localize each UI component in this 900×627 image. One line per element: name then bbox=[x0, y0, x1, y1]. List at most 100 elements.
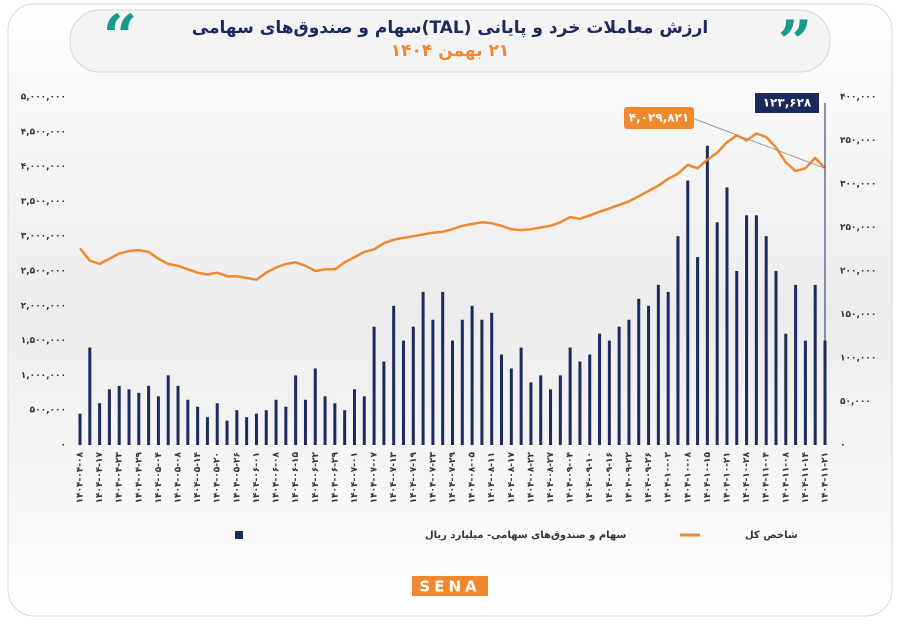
y-tick-label: ۵۰۰,۰۰۰ bbox=[30, 406, 66, 416]
y2-tick-label: ۲۵۰,۰۰۰ bbox=[840, 223, 876, 233]
x-tick-label: ۱۴۰۴-۰۶-۱۵ bbox=[291, 451, 301, 503]
bar bbox=[451, 340, 454, 445]
x-tick-label: ۱۴۰۴-۰۴-۰۸ bbox=[76, 451, 86, 503]
bar bbox=[627, 319, 631, 445]
y-tick-label: ۳,۵۰۰,۰۰۰ bbox=[21, 197, 66, 207]
bar bbox=[225, 420, 229, 445]
bar bbox=[696, 257, 700, 445]
bar bbox=[441, 291, 445, 445]
bar bbox=[549, 389, 553, 445]
bar bbox=[705, 145, 709, 445]
x-tick-label: ۱۴۰۴-۰۹-۰۴ bbox=[566, 451, 576, 503]
bar bbox=[107, 389, 111, 445]
bar bbox=[323, 396, 327, 445]
bar bbox=[147, 385, 151, 445]
y2-tick-label: ۳۵۰,۰۰۰ bbox=[840, 136, 876, 146]
bar bbox=[137, 392, 141, 445]
y-tick-label: ۱,۰۰۰,۰۰۰ bbox=[21, 371, 66, 381]
bar bbox=[245, 417, 249, 445]
bar bbox=[205, 417, 209, 445]
bar bbox=[117, 385, 121, 445]
bar bbox=[392, 305, 396, 445]
bar bbox=[362, 396, 366, 445]
y-tick-label: ۵,۰۰۰,۰۰۰ bbox=[21, 93, 66, 103]
legend-swatch bbox=[235, 531, 243, 539]
bar bbox=[88, 347, 92, 445]
x-tick-label: ۱۴۰۴-۰۷-۱۳ bbox=[389, 451, 399, 503]
x-tick-label: ۱۴۰۴-۰۸-۱۷ bbox=[507, 451, 517, 503]
card bbox=[7, 3, 893, 617]
y-tick-label: ۴,۰۰۰,۰۰۰ bbox=[21, 162, 66, 172]
x-tick-label: ۱۴۰۴-۱۱-۰۸ bbox=[781, 451, 791, 503]
bar bbox=[813, 284, 817, 445]
bar bbox=[637, 298, 641, 445]
bar bbox=[333, 403, 337, 445]
x-tick-label: ۱۴۰۴-۰۵-۲۶ bbox=[232, 452, 242, 503]
y-tick-label: ۲,۵۰۰,۰۰۰ bbox=[21, 267, 66, 277]
bar bbox=[676, 236, 680, 445]
bar bbox=[588, 354, 592, 445]
bar bbox=[529, 382, 533, 445]
x-tick-label: ۱۴۰۴-۰۴-۱۷ bbox=[95, 451, 105, 503]
bar bbox=[539, 375, 543, 445]
y-tick-label: ۰ bbox=[61, 441, 67, 451]
bar bbox=[352, 389, 356, 445]
x-tick-label: ۱۴۰۴-۰۸-۲۲ bbox=[526, 451, 536, 503]
bar bbox=[568, 347, 572, 445]
bar bbox=[196, 406, 200, 445]
legend-label: سهام و صندوق‌های سهامی- میلیارد ریال bbox=[425, 530, 627, 541]
bar bbox=[215, 403, 219, 445]
bar bbox=[284, 406, 288, 445]
bar bbox=[774, 271, 778, 445]
header-pill bbox=[69, 9, 831, 73]
bar bbox=[313, 368, 317, 445]
x-tick-label: ۱۴۰۴-۱۰-۰۸ bbox=[683, 451, 693, 503]
bar bbox=[617, 326, 621, 445]
bar bbox=[127, 389, 131, 445]
chart-title: ارزش معاملات خرد و پایانی (TAL)سهام و صن… bbox=[192, 18, 708, 38]
bar bbox=[156, 396, 160, 445]
x-tick-label: ۱۴۰۴-۰۹-۱۶ bbox=[605, 452, 615, 503]
y2-tick-label: ۰ bbox=[840, 441, 846, 451]
bar bbox=[803, 340, 807, 445]
bar bbox=[264, 410, 268, 445]
y2-tick-label: ۱۵۰,۰۰۰ bbox=[840, 310, 876, 320]
bar bbox=[372, 326, 376, 445]
bar bbox=[303, 399, 307, 445]
line bbox=[79, 132, 826, 281]
bar bbox=[382, 361, 386, 445]
bar bbox=[431, 319, 435, 445]
x-tick-label: ۱۴۰۴-۰۵-۱۴ bbox=[193, 451, 203, 503]
bar bbox=[607, 340, 611, 445]
bar bbox=[401, 340, 405, 445]
x-tick-label: ۱۴۰۴-۰۷-۰۱ bbox=[350, 452, 360, 503]
bar bbox=[176, 385, 180, 445]
bar bbox=[421, 291, 425, 445]
x-tick-label: ۱۴۰۴-۰۶-۰۱ bbox=[252, 452, 262, 503]
logo: SENA bbox=[419, 578, 480, 596]
bar bbox=[166, 375, 170, 445]
annotation: ۱۲۳,۶۲۸ bbox=[763, 96, 812, 110]
x-tick-label: ۱۴۰۴-۱۱-۰۴ bbox=[762, 451, 772, 503]
bar bbox=[794, 284, 798, 445]
annotation-box bbox=[755, 93, 819, 113]
bar bbox=[715, 222, 719, 445]
bar bbox=[500, 354, 504, 445]
bar bbox=[235, 410, 239, 445]
bar bbox=[460, 319, 464, 445]
annotation: ۴,۰۲۹,۸۲۱ bbox=[629, 111, 689, 125]
bar bbox=[686, 180, 690, 445]
y-tick-label: ۴,۵۰۰,۰۰۰ bbox=[21, 127, 66, 137]
x-tick-label: ۱۴۰۴-۱۰-۱۵ bbox=[703, 451, 713, 503]
x-tick-label: ۱۴۰۴-۱۰-۰۲ bbox=[664, 451, 674, 503]
bar bbox=[784, 333, 788, 445]
x-tick-label: ۱۴۰۴-۰۵-۲۰ bbox=[213, 452, 223, 503]
x-tick-label: ۱۴۰۴-۰۷-۲۳ bbox=[428, 451, 438, 503]
quote-mark: “ bbox=[103, 3, 138, 73]
x-tick-label: ۱۴۰۴-۱۰-۲۸ bbox=[742, 451, 752, 503]
x-tick-label: ۱۴۰۴-۰۹-۲۲ bbox=[624, 451, 634, 503]
x-tick-label: ۱۴۰۴-۰۴-۲۹ bbox=[134, 451, 144, 503]
annotation-leader bbox=[691, 117, 826, 169]
x-tick-label: ۱۴۰۴-۰۴-۲۳ bbox=[115, 451, 125, 503]
bar bbox=[254, 413, 258, 445]
